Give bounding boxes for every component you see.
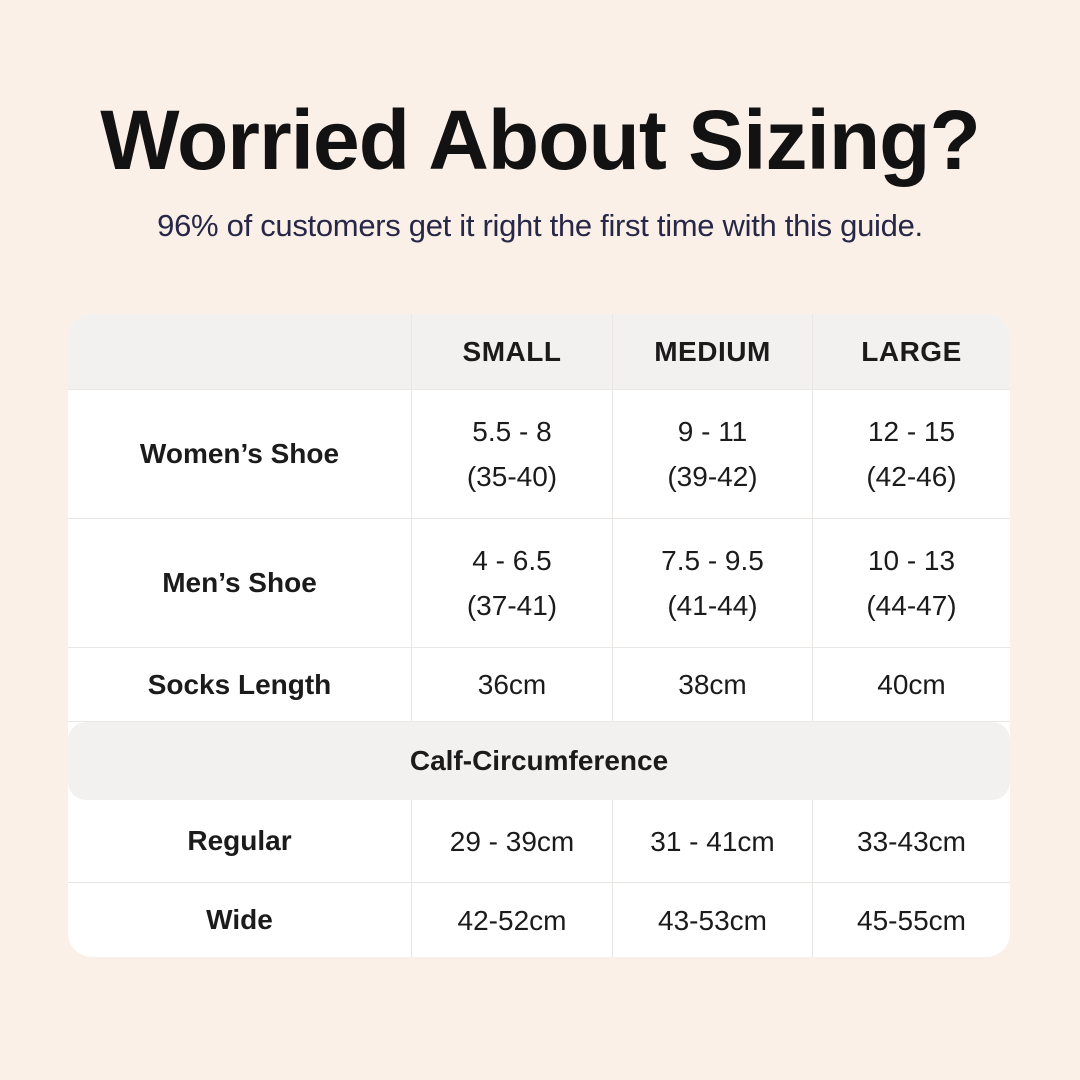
cell-value: 29 - 39cm [449, 825, 575, 857]
cell-value: 43-53cm [658, 904, 767, 936]
cell-value: 42-52cm [457, 904, 567, 936]
cell-value: 36cm [477, 669, 547, 700]
cell-value: 45-55cm [857, 904, 966, 936]
table-row-womens-shoe: Women’s Shoe 5.5 - 8 (35-40) 9 - 11 (39-… [68, 390, 1010, 519]
cell-value-secondary: (39-42) [667, 461, 758, 492]
cell-value-secondary: (41-44) [667, 590, 758, 621]
column-header-small: SMALL [411, 314, 612, 389]
table-cell: 45-55cm [812, 883, 1010, 957]
table-cell: 38cm [612, 648, 812, 721]
cell-value: 31 - 41cm [650, 825, 775, 857]
cell-value-secondary: (42-46) [866, 461, 957, 492]
table-cell: 42-52cm [411, 883, 612, 957]
page-title: Worried About Sizing? [100, 93, 981, 187]
table-row-socks-length: Socks Length 36cm 38cm 40cm [68, 648, 1010, 722]
size-guide-table: SMALL MEDIUM LARGE Women’s Shoe 5.5 - 8 … [68, 314, 1010, 957]
cell-value: 4 - 6.5 [472, 545, 552, 576]
table-cell: 36cm [411, 648, 612, 721]
table-cell: 33-43cm [812, 800, 1010, 882]
row-label: Women’s Shoe [139, 438, 340, 469]
table-header-row: SMALL MEDIUM LARGE [68, 314, 1010, 390]
cell-value-secondary: (37-41) [466, 590, 558, 621]
row-label: Wide [206, 904, 273, 935]
cell-value: 38cm [678, 669, 747, 700]
cell-value: 5.5 - 8 [472, 416, 552, 447]
row-label: Socks Length [147, 668, 332, 700]
row-label: Men’s Shoe [162, 567, 317, 598]
table-cell: 7.5 - 9.5 (41-44) [612, 519, 812, 647]
row-label: Regular [187, 825, 292, 856]
section-header-calf-circumference: Calf-Circumference [68, 722, 1010, 800]
table-row-mens-shoe: Men’s Shoe 4 - 6.5 (37-41) 7.5 - 9.5 (41… [68, 519, 1010, 648]
cell-value: 10 - 13 [867, 545, 956, 576]
table-cell: 4 - 6.5 (37-41) [411, 519, 612, 647]
table-cell: 5.5 - 8 (35-40) [411, 390, 612, 518]
table-row-wide: Wide 42-52cm 43-53cm 45-55cm [68, 883, 1010, 957]
cell-value: 7.5 - 9.5 [661, 545, 764, 576]
table-row-regular: Regular 29 - 39cm 31 - 41cm 33-43cm [68, 800, 1010, 883]
table-cell: 40cm [812, 648, 1010, 721]
cell-value-secondary: (35-40) [466, 461, 558, 492]
cell-value: 33-43cm [857, 825, 966, 857]
column-header-large: LARGE [812, 314, 1010, 389]
table-cell: 10 - 13 (44-47) [812, 519, 1010, 647]
cell-value: 40cm [877, 669, 946, 700]
column-header-medium: MEDIUM [612, 314, 812, 389]
cell-value: 12 - 15 [867, 416, 956, 447]
cell-value-secondary: (44-47) [866, 590, 957, 621]
cell-value: 9 - 11 [677, 416, 748, 447]
table-cell: 29 - 39cm [411, 800, 612, 882]
table-cell: 12 - 15 (42-46) [812, 390, 1010, 518]
table-cell: 43-53cm [612, 883, 812, 957]
table-cell: 9 - 11 (39-42) [612, 390, 812, 518]
table-cell: 31 - 41cm [612, 800, 812, 882]
page-subtitle: 96% of customers get it right the first … [157, 208, 923, 243]
